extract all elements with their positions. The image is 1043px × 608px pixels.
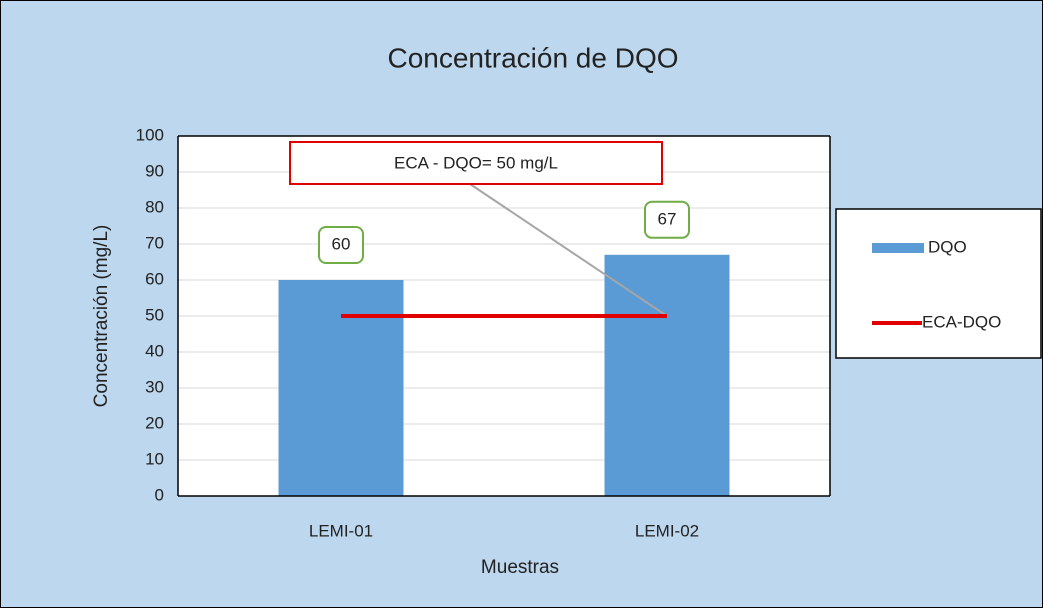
- y-tick-label: 30: [145, 377, 164, 396]
- y-tick-label: 70: [145, 233, 164, 252]
- x-tick-label: LEMI-02: [635, 521, 699, 540]
- legend-label: ECA-DQO: [922, 312, 1001, 331]
- x-tick-label: LEMI-01: [309, 521, 373, 540]
- x-axis-label: Muestras: [481, 557, 559, 578]
- y-tick-label: 40: [145, 341, 164, 360]
- y-tick-label: 60: [145, 269, 164, 288]
- data-label-box: [644, 200, 690, 239]
- y-tick-label: 10: [145, 449, 164, 468]
- y-tick-label: 90: [145, 161, 164, 180]
- bar: [604, 254, 730, 496]
- y-tick-label: 80: [145, 197, 164, 216]
- legend-label: DQO: [928, 237, 967, 256]
- data-label: 60: [332, 234, 351, 253]
- legend-swatch: [872, 243, 924, 253]
- annotation-box: [289, 141, 663, 185]
- data-label-box: [318, 226, 364, 264]
- y-tick-label: 20: [145, 413, 164, 432]
- data-label: 67: [658, 209, 677, 228]
- bar: [278, 280, 404, 496]
- chart-title: Concentración de DQO: [387, 42, 678, 73]
- annotation-leader: [469, 183, 668, 317]
- y-axis-label: Concentración (mg/L): [91, 225, 112, 408]
- annotation: ECA - DQO= 50 mg/L: [394, 153, 558, 172]
- y-tick-label: 50: [145, 305, 164, 324]
- y-tick-label: 0: [155, 485, 164, 504]
- legend-box: [835, 208, 1042, 359]
- y-tick-label: 100: [136, 125, 164, 144]
